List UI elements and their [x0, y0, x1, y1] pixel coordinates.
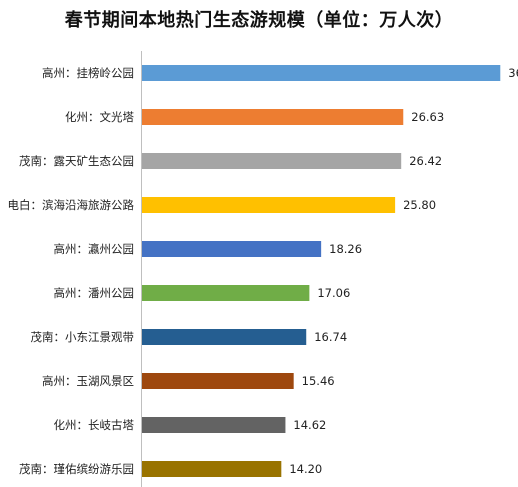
- value-label: 26.63: [411, 110, 444, 124]
- bar: [142, 285, 310, 301]
- category-labels: 高州：挂榜岭公园化州：文光塔茂南：露天矿生态公园电白：滨海沿海旅游公路高州：瀛州…: [8, 66, 135, 476]
- bar: [142, 153, 402, 169]
- bar: [142, 461, 282, 477]
- value-label: 17.06: [317, 286, 350, 300]
- category-label: 高州：挂榜岭公园: [42, 66, 134, 80]
- bars: [142, 65, 501, 477]
- value-label: 18.26: [329, 242, 362, 256]
- bar: [142, 417, 286, 433]
- bar: [142, 329, 307, 345]
- value-label: 26.42: [409, 154, 442, 168]
- category-label: 化州：文光塔: [65, 110, 134, 124]
- category-label: 茂南：小东江景观带: [31, 330, 135, 344]
- bar: [142, 241, 322, 257]
- value-label: 14.20: [289, 462, 322, 476]
- bar: [142, 65, 501, 81]
- bar: [142, 197, 396, 213]
- category-label: 电白：滨海沿海旅游公路: [8, 198, 135, 212]
- category-label: 茂南：露天矿生态公园: [19, 154, 134, 168]
- chart-title: 春节期间本地热门生态游规模（单位：万人次）: [64, 10, 454, 31]
- category-label: 高州：玉湖风景区: [42, 374, 134, 388]
- category-label: 高州：潘州公园: [54, 286, 135, 300]
- value-label: 25.80: [403, 198, 436, 212]
- value-label: 36.52: [508, 66, 518, 80]
- value-label: 15.46: [302, 374, 335, 388]
- value-labels: 36.52 26.63 26.42 25.80 18.26 17.06 16.74 15.46…: [289, 66, 518, 476]
- value-label: 14.62: [293, 418, 326, 432]
- bar: [142, 373, 294, 389]
- category-label: 化州：长岐古塔: [54, 418, 135, 432]
- category-label: 高州：瀛州公园: [54, 242, 135, 256]
- bar: [142, 109, 404, 125]
- category-label: 茂南：瑾佑缤纷游乐园: [19, 462, 134, 476]
- value-label: 16.74: [314, 330, 347, 344]
